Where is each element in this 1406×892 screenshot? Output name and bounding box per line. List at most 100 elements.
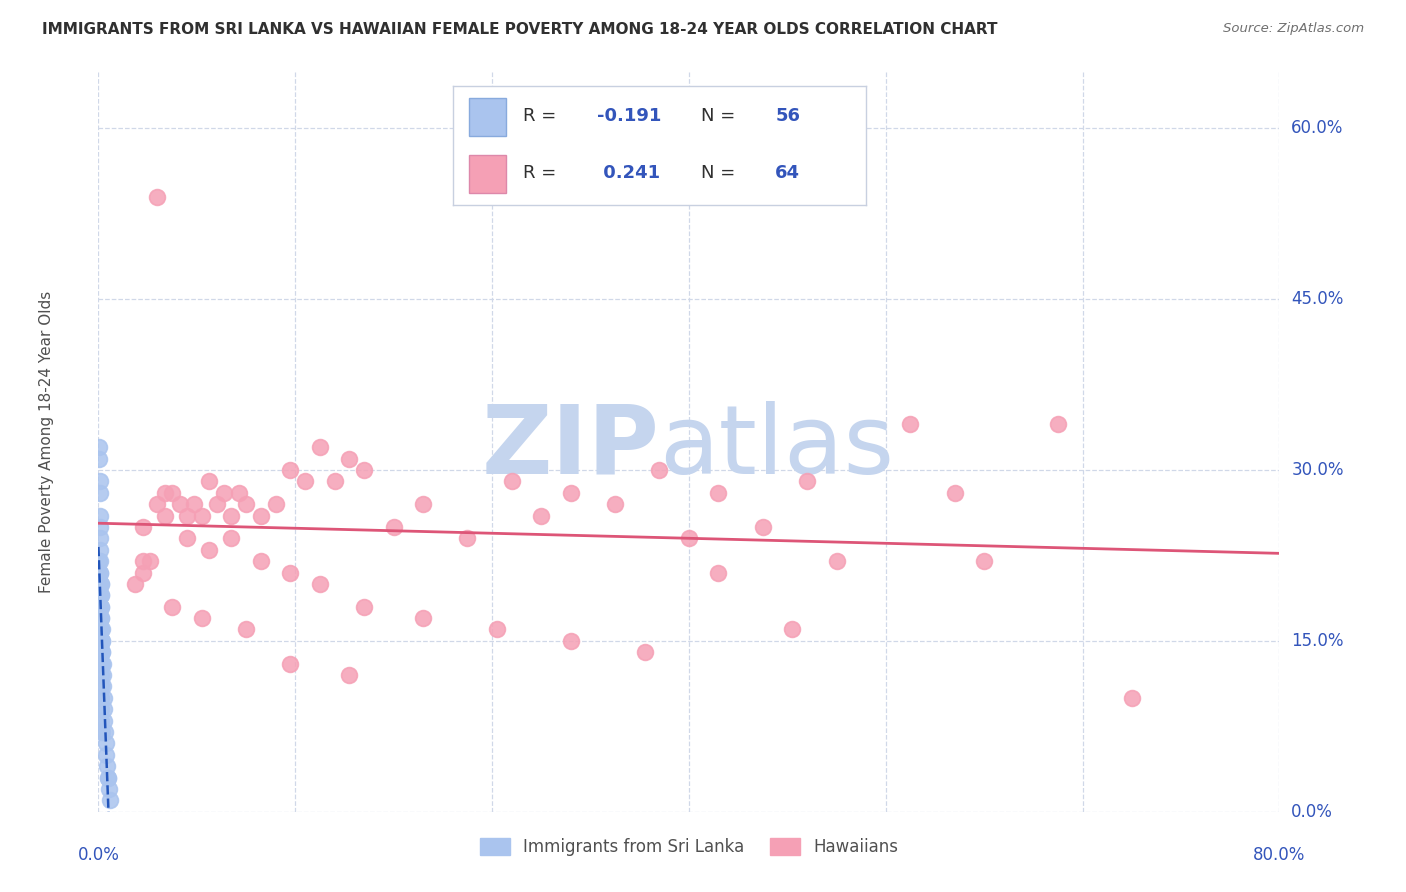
Point [153, 508, 176, 523]
Point [90, 588, 112, 602]
Point [90, 599, 112, 614]
Point [89, 566, 111, 580]
Point [89, 611, 111, 625]
Point [153, 485, 176, 500]
Point [89, 657, 111, 671]
Point [90, 623, 112, 637]
Point [280, 463, 302, 477]
Point [90, 577, 112, 591]
Point [648, 463, 671, 477]
Point [973, 554, 995, 568]
Point [176, 532, 198, 546]
Text: atlas: atlas [659, 401, 894, 494]
Point [212, 485, 235, 500]
Point [191, 611, 214, 625]
Point [124, 577, 146, 591]
Point [98, 793, 121, 807]
Point [198, 542, 221, 557]
Point [139, 554, 162, 568]
Point [93, 714, 115, 728]
Point [900, 417, 922, 432]
Point [89, 645, 111, 659]
Point [205, 497, 228, 511]
Point [530, 508, 553, 523]
Point [89, 566, 111, 580]
Point [90, 690, 112, 705]
Text: 80.0%: 80.0% [1253, 846, 1306, 863]
Point [89, 588, 111, 602]
Point [90, 668, 112, 682]
Text: 60.0%: 60.0% [1291, 120, 1344, 137]
Point [280, 657, 302, 671]
Point [323, 475, 346, 489]
Point [678, 532, 700, 546]
Point [91, 668, 114, 682]
Point [1121, 690, 1143, 705]
Point [198, 475, 221, 489]
Point [221, 532, 243, 546]
Point [89, 577, 111, 591]
Point [89, 633, 111, 648]
Point [183, 497, 205, 511]
Point [89, 554, 111, 568]
Point [91, 657, 114, 671]
Point [90, 611, 112, 625]
Point [94, 747, 117, 762]
Text: Female Poverty Among 18-24 Year Olds: Female Poverty Among 18-24 Year Olds [39, 291, 55, 592]
Text: 30.0%: 30.0% [1291, 461, 1344, 479]
Point [93, 690, 115, 705]
Point [89, 451, 111, 466]
Point [89, 542, 111, 557]
Point [228, 485, 250, 500]
Text: 45.0%: 45.0% [1291, 290, 1344, 308]
Point [90, 623, 112, 637]
Point [353, 599, 375, 614]
Point [235, 623, 257, 637]
Text: Source: ZipAtlas.com: Source: ZipAtlas.com [1223, 22, 1364, 36]
Point [339, 668, 361, 682]
Point [1047, 417, 1070, 432]
Text: ZIP: ZIP [481, 401, 659, 494]
Point [94, 736, 117, 750]
Point [97, 771, 120, 785]
Point [132, 554, 155, 568]
Point [825, 554, 848, 568]
Point [634, 645, 657, 659]
Text: 15.0%: 15.0% [1291, 632, 1344, 650]
Point [90, 577, 112, 591]
Point [89, 475, 111, 489]
Point [294, 475, 316, 489]
Point [162, 599, 183, 614]
Text: 0.0%: 0.0% [77, 846, 120, 863]
Point [91, 645, 114, 659]
Point [943, 485, 966, 500]
Point [560, 633, 582, 648]
Point [91, 645, 114, 659]
Point [91, 680, 114, 694]
Point [707, 485, 730, 500]
Point [191, 508, 214, 523]
Point [90, 633, 112, 648]
Legend: Immigrants from Sri Lanka, Hawaiians: Immigrants from Sri Lanka, Hawaiians [474, 831, 904, 863]
Point [91, 657, 114, 671]
Point [93, 702, 115, 716]
Point [457, 532, 479, 546]
Point [280, 566, 302, 580]
Point [90, 702, 112, 716]
Point [90, 725, 112, 739]
Point [752, 520, 775, 534]
Point [501, 475, 523, 489]
Point [162, 485, 183, 500]
Point [89, 440, 111, 454]
Point [353, 463, 375, 477]
Point [707, 566, 730, 580]
Point [89, 520, 111, 534]
Point [235, 497, 257, 511]
Point [96, 759, 118, 773]
Point [605, 497, 627, 511]
Point [264, 497, 287, 511]
Point [89, 623, 111, 637]
Point [90, 588, 112, 602]
Point [89, 532, 111, 546]
Point [146, 497, 169, 511]
